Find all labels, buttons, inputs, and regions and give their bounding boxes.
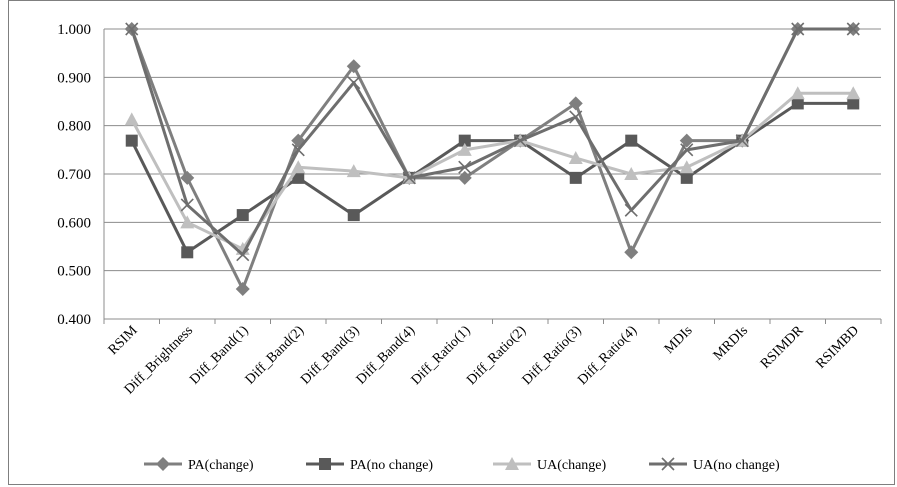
- data-point: [846, 86, 861, 100]
- legend-label: PA(change): [188, 458, 254, 473]
- data-point: [847, 97, 860, 110]
- data-point: [347, 76, 361, 90]
- series-line: [130, 101, 854, 254]
- data-point: [791, 97, 804, 110]
- axes: [103, 29, 882, 324]
- x-tick-label: RSIM: [106, 323, 141, 358]
- x-tick-label: MDIs: [662, 323, 696, 357]
- x-tick-label: MRDIs: [711, 323, 751, 363]
- data-point: [125, 134, 138, 147]
- legend-marker: [319, 458, 331, 470]
- data-point: [180, 198, 194, 212]
- data-point: [735, 134, 749, 148]
- series-diamond: [124, 22, 861, 297]
- series-line: [130, 27, 854, 291]
- data-point: [680, 143, 694, 157]
- data-point: [679, 133, 694, 148]
- legend-marker: [661, 457, 675, 471]
- data-point: [625, 134, 638, 147]
- data-point: [292, 171, 305, 184]
- series-square: [125, 97, 860, 259]
- data-point: [236, 248, 250, 262]
- data-point: [180, 170, 195, 185]
- series-lines: [124, 22, 861, 297]
- data-point: [291, 143, 305, 157]
- data-point: [791, 22, 805, 36]
- y-tick-labels: 0.400 0.500 0.600 0.700 0.800 0.900 1.000: [57, 22, 91, 328]
- legend-marker: [505, 457, 519, 470]
- data-point: [347, 209, 360, 222]
- x-tick-label: Diff_Band(1): [187, 323, 252, 388]
- series-x: [125, 22, 860, 262]
- y-tick-label: 0.800: [57, 119, 91, 135]
- data-point: [180, 215, 195, 229]
- x-tick-label: Diff_Band(3): [298, 323, 363, 388]
- x-tick-label: Diff_Band(2): [243, 323, 308, 388]
- x-tick-label: RSIMBD: [814, 323, 863, 372]
- data-point: [624, 245, 639, 260]
- legend-item: UA(no change): [649, 457, 780, 473]
- data-point: [235, 282, 250, 297]
- series-triangle: [124, 86, 861, 255]
- data-point: [513, 134, 527, 148]
- x-tick-label: Diff_Ratio(4): [575, 323, 640, 388]
- chart-frame: 0.400 0.500 0.600 0.700 0.800 0.900 1.000 RSIM…: [8, 0, 895, 485]
- series-line: [130, 91, 854, 251]
- data-point: [624, 203, 638, 217]
- y-tick-label: 0.600: [57, 215, 91, 231]
- data-point: [458, 160, 472, 174]
- y-tick-label: 0.900: [57, 70, 91, 86]
- data-point: [346, 164, 361, 178]
- data-point: [181, 246, 194, 259]
- data-point: [568, 151, 583, 165]
- x-tick-label: RSIMDR: [758, 323, 807, 372]
- legend-item: PA(change): [144, 457, 254, 473]
- data-point: [402, 171, 416, 185]
- line-chart: 0.400 0.500 0.600 0.700 0.800 0.900 1.000 RSIM…: [57, 22, 882, 473]
- legend-label: UA(no change): [693, 458, 780, 473]
- legend-marker: [156, 457, 170, 471]
- y-tick-label: 0.700: [57, 167, 91, 183]
- series-line: [130, 27, 854, 257]
- legend-label: PA(no change): [350, 458, 433, 473]
- legend-label: UA(change): [537, 458, 607, 473]
- y-tick-label: 0.400: [57, 312, 91, 328]
- data-point: [679, 160, 694, 174]
- data-point: [457, 170, 472, 185]
- legend: PA(change) PA(no change) UA(change) UA(no c…: [144, 457, 780, 473]
- data-point: [846, 22, 860, 36]
- data-point: [236, 209, 249, 222]
- data-point: [790, 86, 805, 100]
- x-tick-labels: RSIMDiff_BrightnessDiff_Band(1)Diff_Band…: [106, 323, 862, 398]
- data-point: [569, 110, 583, 124]
- legend-item: UA(change): [493, 457, 607, 473]
- data-point: [624, 167, 639, 180]
- legend-item: PA(no change): [306, 458, 433, 473]
- data-point: [569, 171, 582, 184]
- data-point: [458, 134, 471, 147]
- y-tick-label: 1.000: [57, 22, 91, 38]
- data-point: [346, 59, 361, 74]
- data-point: [124, 112, 139, 126]
- data-point: [291, 160, 306, 174]
- data-point: [680, 171, 693, 184]
- y-tick-label: 0.500: [57, 264, 91, 280]
- data-point: [125, 22, 139, 36]
- data-point: [457, 142, 472, 156]
- data-point: [568, 96, 583, 111]
